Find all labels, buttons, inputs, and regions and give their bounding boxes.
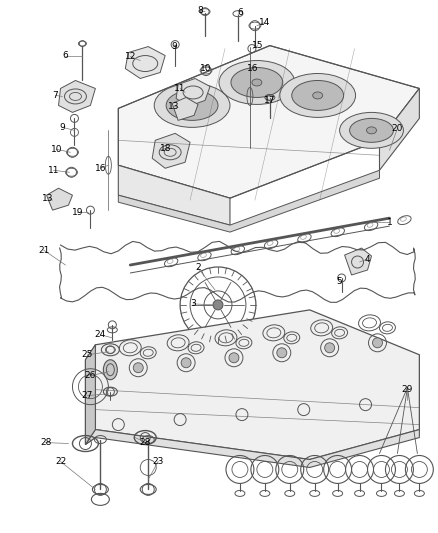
Text: 23: 23: [152, 457, 164, 466]
Text: 11: 11: [48, 166, 59, 175]
Circle shape: [277, 348, 287, 358]
Text: 16: 16: [95, 164, 106, 173]
Polygon shape: [152, 133, 190, 168]
Text: 1: 1: [387, 217, 392, 227]
Polygon shape: [125, 46, 165, 78]
Ellipse shape: [367, 127, 377, 134]
Text: 16: 16: [247, 64, 259, 73]
Text: 13: 13: [168, 102, 180, 111]
Polygon shape: [176, 78, 210, 107]
Ellipse shape: [166, 91, 218, 120]
Polygon shape: [172, 98, 198, 120]
Text: 8: 8: [197, 6, 203, 15]
Polygon shape: [345, 248, 371, 275]
Text: 3: 3: [190, 300, 196, 309]
Text: 27: 27: [82, 391, 93, 400]
Ellipse shape: [154, 84, 230, 127]
Text: 22: 22: [55, 457, 66, 466]
Ellipse shape: [339, 112, 403, 148]
Text: 6: 6: [237, 8, 243, 17]
Ellipse shape: [187, 102, 197, 109]
Text: 21: 21: [38, 246, 49, 255]
Circle shape: [229, 353, 239, 363]
Text: 9: 9: [171, 42, 177, 51]
Text: 12: 12: [124, 52, 136, 61]
Text: 13: 13: [42, 193, 53, 203]
Polygon shape: [118, 46, 419, 198]
Text: 28: 28: [40, 438, 51, 447]
Text: 18: 18: [160, 144, 172, 153]
Circle shape: [181, 358, 191, 368]
Polygon shape: [85, 345, 95, 445]
Polygon shape: [118, 165, 230, 225]
Polygon shape: [379, 88, 419, 170]
Ellipse shape: [350, 118, 393, 142]
Text: 15: 15: [252, 41, 264, 50]
Polygon shape: [85, 430, 419, 467]
Text: 19: 19: [72, 208, 83, 216]
Circle shape: [325, 343, 335, 353]
Ellipse shape: [219, 61, 295, 104]
Text: 5: 5: [337, 278, 343, 286]
Text: 4: 4: [365, 255, 371, 263]
Text: 9: 9: [60, 123, 65, 132]
Circle shape: [213, 300, 223, 310]
Ellipse shape: [292, 80, 343, 110]
Polygon shape: [46, 188, 72, 210]
Text: 2: 2: [195, 263, 201, 272]
Text: 10: 10: [200, 64, 212, 73]
Polygon shape: [118, 170, 379, 232]
Text: 29: 29: [402, 385, 413, 394]
Text: 26: 26: [85, 371, 96, 380]
Ellipse shape: [280, 74, 356, 117]
Polygon shape: [85, 345, 95, 445]
Text: 28: 28: [140, 438, 151, 447]
Text: 20: 20: [392, 124, 403, 133]
Text: 7: 7: [53, 91, 58, 100]
Text: 17: 17: [264, 96, 276, 105]
Ellipse shape: [252, 79, 262, 86]
Text: 25: 25: [82, 350, 93, 359]
Ellipse shape: [231, 68, 283, 98]
Text: 6: 6: [63, 51, 68, 60]
Text: 14: 14: [259, 18, 271, 27]
Text: 24: 24: [95, 330, 106, 340]
Text: 11: 11: [174, 84, 186, 93]
Circle shape: [133, 363, 143, 373]
Ellipse shape: [313, 92, 323, 99]
Circle shape: [372, 338, 382, 348]
Polygon shape: [59, 80, 95, 112]
Text: 10: 10: [51, 145, 62, 154]
Ellipse shape: [103, 360, 117, 379]
Polygon shape: [95, 310, 419, 459]
